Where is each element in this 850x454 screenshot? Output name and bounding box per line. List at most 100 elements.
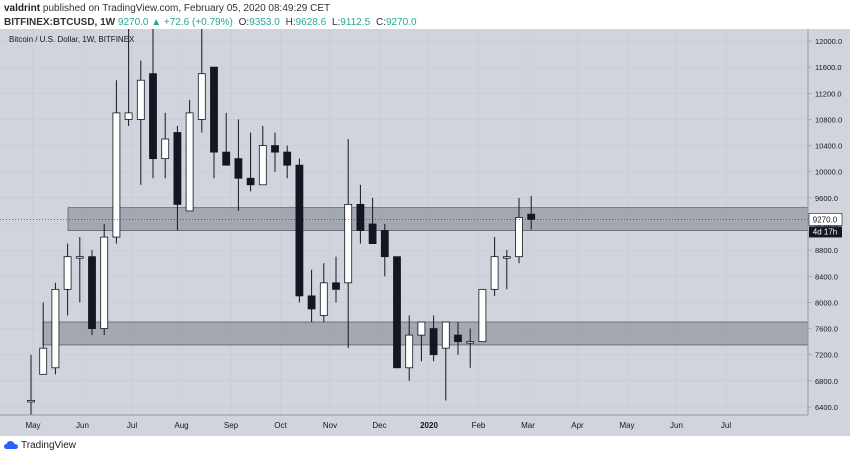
candle-body — [527, 213, 536, 220]
candle-body — [234, 158, 243, 179]
candle-body — [246, 177, 255, 186]
current-price-tag: 9270.0 — [808, 213, 843, 226]
price-tick-label: 7600.0 — [815, 325, 838, 334]
candle-body — [173, 132, 182, 205]
time-tick-label: Jul — [127, 421, 137, 430]
price-tick-label: 12000.0 — [815, 37, 842, 46]
price-tick-label: 10400.0 — [815, 142, 842, 151]
candle-body — [51, 288, 60, 369]
price-change: 9270.0 ▲ +72.6 (+0.79%) — [117, 17, 233, 28]
candle-body — [100, 236, 109, 329]
candle-body — [490, 256, 499, 290]
low-label: L: — [331, 17, 341, 28]
candle-body — [88, 256, 96, 329]
price-tick-label: 7200.0 — [815, 351, 838, 360]
time-tick-label: Jun — [670, 421, 683, 430]
time-tick-label: Mar — [521, 421, 535, 430]
candle-body — [210, 66, 218, 153]
candlestick-chart[interactable]: Bitcoin / U.S. Dollar, 1W, BITFINEX 1200… — [0, 27, 850, 436]
time-tick-label: Aug — [174, 421, 188, 430]
publisher-line: valdrint published on TradingView.com, F… — [4, 3, 330, 14]
candle-body — [344, 203, 353, 284]
price-tick-label: 9600.0 — [815, 194, 838, 203]
candle-body — [222, 151, 231, 166]
chart-title: Bitcoin / U.S. Dollar, 1W, BITFINEX — [9, 35, 135, 44]
candle-body — [417, 321, 426, 336]
time-tick-label: Jul — [721, 421, 731, 430]
price-tick-label: 8400.0 — [815, 272, 838, 281]
tradingview-cloud-icon — [4, 441, 18, 449]
candle-body — [380, 230, 389, 258]
price-tick-label: 6800.0 — [815, 377, 838, 386]
candle-body — [258, 145, 267, 186]
tradingview-brand: TradingView — [21, 439, 77, 451]
countdown-background — [809, 226, 842, 238]
candle-body — [441, 321, 450, 349]
candle-body — [502, 256, 511, 259]
high-value: 9628.6 — [295, 17, 327, 28]
candle-body — [185, 112, 194, 212]
candle-body — [393, 256, 401, 369]
countdown-tag: 4d 17h — [809, 226, 842, 238]
time-axis[interactable] — [0, 415, 808, 436]
price-tag-value: 9270.0 — [813, 215, 838, 224]
candle-body — [368, 223, 377, 245]
time-tick-label: Nov — [323, 421, 337, 430]
candle-body — [112, 112, 121, 238]
support-zone — [67, 207, 809, 231]
price-tick-label: 10000.0 — [815, 168, 842, 177]
time-tick-label: Jun — [76, 421, 89, 430]
time-tick-label: Dec — [372, 421, 386, 430]
candle-body — [39, 347, 48, 375]
countdown-value: 4d 17h — [813, 227, 837, 236]
time-tick-label: Sep — [224, 421, 239, 430]
candle-body — [466, 341, 475, 344]
candle-body — [478, 288, 487, 343]
time-tick-label: May — [619, 421, 634, 430]
candle-body — [161, 138, 170, 160]
candle-body — [429, 328, 438, 356]
ohlc-line: BITFINEX:BTCUSD, 1W 9270.0 ▲ +72.6 (+0.7… — [4, 17, 417, 28]
price-tag-background — [808, 213, 843, 226]
close-label: C: — [375, 17, 386, 28]
support-resistance-zones — [42, 207, 809, 346]
chart-area[interactable]: Bitcoin / U.S. Dollar, 1W, BITFINEX 1200… — [0, 27, 850, 441]
support-zone — [42, 321, 809, 346]
price-tick-label: 10800.0 — [815, 115, 842, 124]
price-tick-label: 11600.0 — [815, 63, 842, 72]
candle-body — [63, 256, 72, 290]
candle-body — [136, 79, 145, 120]
tradingview-logo[interactable]: TradingView — [4, 438, 76, 452]
chart-header: valdrint published on TradingView.com, F… — [0, 0, 850, 30]
footer: TradingView — [0, 436, 850, 454]
candle-body — [271, 145, 279, 153]
open-value: 9353.0 — [249, 17, 280, 28]
time-axis-labels: May Jun Jul Aug Sep Oct Nov Dec 2020 Feb Mar Apr May… — [25, 421, 731, 430]
publisher-name[interactable]: valdrint — [4, 3, 41, 14]
open-label: O: — [238, 17, 250, 28]
candle-body — [332, 282, 340, 290]
candle-body — [319, 282, 328, 316]
candle-body — [75, 256, 84, 259]
candle-body — [197, 73, 206, 120]
candle-body — [124, 112, 133, 120]
publisher-text: published on TradingView.com, February 0… — [42, 3, 331, 14]
price-tick-label: 8800.0 — [815, 246, 838, 255]
candle-body — [515, 217, 523, 258]
candle-body — [405, 334, 414, 369]
candle-body — [149, 73, 157, 160]
candle-body — [307, 295, 316, 310]
candle-body — [454, 334, 462, 343]
time-tick-label: 2020 — [420, 421, 438, 430]
time-tick-label: May — [25, 421, 40, 430]
close-value: 9270.0 — [385, 17, 417, 28]
candle-body — [356, 203, 365, 231]
time-tick-label: Apr — [571, 421, 584, 430]
price-tick-label: 6400.0 — [815, 403, 838, 412]
time-tick-label: Feb — [472, 421, 486, 430]
low-value: 9112.5 — [340, 17, 371, 28]
candle-body — [27, 400, 35, 403]
candles — [0, 27, 808, 421]
symbol-label: BITFINEX:BTCUSD, 1W — [4, 17, 116, 28]
candle-body — [295, 164, 304, 297]
